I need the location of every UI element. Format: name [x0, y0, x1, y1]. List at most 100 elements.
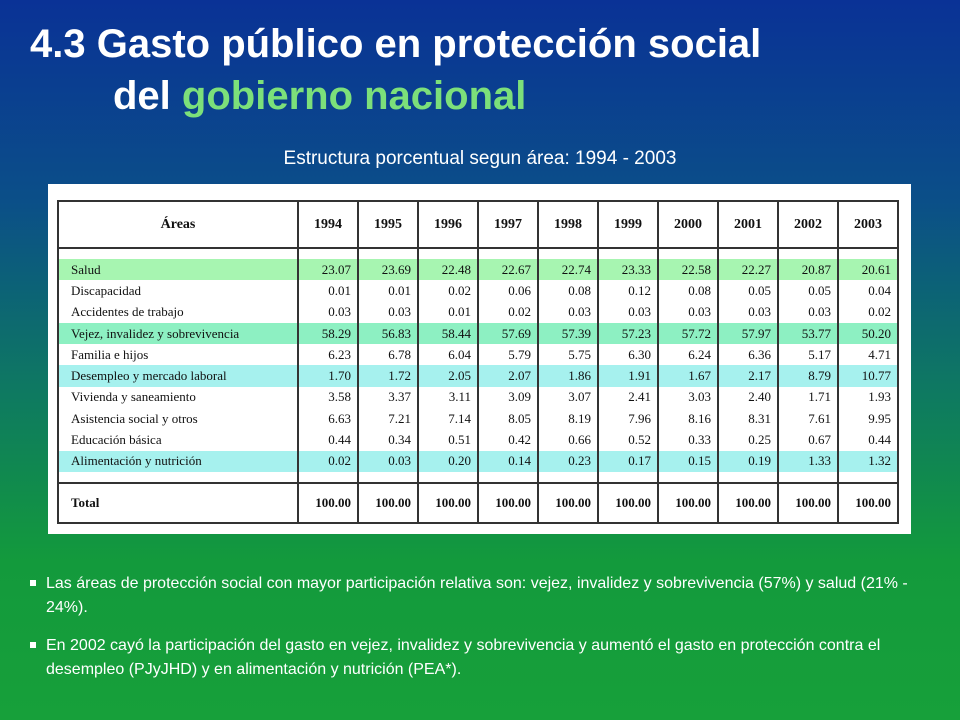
table-cell: 0.67 [777, 429, 839, 451]
table-cell: 6.23 [297, 344, 359, 366]
table-cell: 6.04 [417, 344, 479, 366]
spacer-cell [477, 471, 539, 483]
row-area-label: Alimentación y nutrición [57, 450, 299, 472]
table-cell: 2.40 [717, 386, 779, 409]
spacer-cell [717, 248, 779, 259]
row-area-label: Discapacidad [57, 280, 299, 302]
table-cell: 0.52 [597, 429, 659, 451]
bullet-item: En 2002 cayó la participación del gasto … [30, 634, 910, 682]
table-cell: 0.03 [357, 301, 419, 323]
bullet-item: Las áreas de protección social con mayor… [30, 572, 910, 620]
table-cell: 3.07 [537, 386, 599, 409]
spacer-cell [537, 248, 599, 259]
table-cell: 6.30 [597, 344, 659, 366]
bullet-square-icon [30, 580, 36, 586]
total-cell: 100.00 [357, 481, 419, 524]
spacer-cell [57, 471, 299, 483]
table-cell: 57.72 [657, 322, 719, 345]
table-cell: 1.71 [777, 386, 839, 409]
title-line-1: 4.3 Gasto público en protección social [30, 22, 762, 66]
table-cell: 56.83 [357, 322, 419, 345]
table-row: Asistencia social y otros 6.63 7.21 7.14 8.0… [57, 408, 899, 430]
table-cell: 23.07 [297, 259, 359, 281]
slide-title: 4.3 Gasto público en protección social d… [30, 18, 761, 122]
table-cell: 5.75 [537, 344, 599, 366]
table-header-row: Áreas 1994 1995 1996 1997 1998 1999 2000… [57, 200, 899, 249]
row-area-label: Educación básica [57, 429, 299, 451]
table-cell: 23.69 [357, 259, 419, 281]
spacer-cell [357, 471, 419, 483]
table-cell: 7.21 [357, 408, 419, 430]
column-header-year: 1996 [417, 200, 479, 249]
table-cell: 7.61 [777, 408, 839, 430]
total-cell: 100.00 [597, 481, 659, 524]
table-cell: 0.20 [417, 450, 479, 472]
spacer-cell [537, 471, 599, 483]
row-area-label: Vivienda y saneamiento [57, 386, 299, 409]
table-cell: 3.37 [357, 386, 419, 409]
table-body: Salud 23.07 23.69 22.48 22.67 22.74 23.33 22.58… [57, 248, 899, 483]
table-cell: 22.74 [537, 259, 599, 281]
table-cell: 1.70 [297, 365, 359, 387]
total-cell: 100.00 [297, 481, 359, 524]
table-cell: 20.61 [837, 259, 899, 281]
table-cell: 0.51 [417, 429, 479, 451]
table-cell: 0.03 [777, 301, 839, 323]
bullet-square-icon [30, 642, 36, 648]
table-cell: 3.11 [417, 386, 479, 409]
table-cell: 1.86 [537, 365, 599, 387]
table-cell: 0.03 [357, 450, 419, 472]
table-cell: 0.44 [837, 429, 899, 451]
table-cell: 3.09 [477, 386, 539, 409]
total-cell: 100.00 [537, 481, 599, 524]
table-cell: 1.67 [657, 365, 719, 387]
spacer-cell [57, 248, 299, 259]
table-cell: 0.03 [297, 301, 359, 323]
table-cell: 0.33 [657, 429, 719, 451]
table-cell: 58.29 [297, 322, 359, 345]
row-area-label: Asistencia social y otros [57, 408, 299, 430]
table-cell: 0.25 [717, 429, 779, 451]
column-header-year: 2001 [717, 200, 779, 249]
column-header-year: 1997 [477, 200, 539, 249]
column-header-year: 1994 [297, 200, 359, 249]
table-row: Desempleo y mercado laboral 1.70 1.72 2.05 2… [57, 365, 899, 387]
table-cell: 0.08 [657, 280, 719, 302]
bullet-list: Las áreas de protección social con mayor… [30, 572, 910, 696]
spacer-cell [297, 248, 359, 259]
total-cell: 100.00 [417, 481, 479, 524]
spacer-cell [297, 471, 359, 483]
table-cell: 3.58 [297, 386, 359, 409]
table-cell: 6.78 [357, 344, 419, 366]
table-cell: 0.23 [537, 450, 599, 472]
table-cell: 1.33 [777, 450, 839, 472]
table-cell: 6.36 [717, 344, 779, 366]
table-row: Accidentes de trabajo 0.03 0.03 0.01 0.02 0.0… [57, 301, 899, 323]
table-spacer-row [57, 248, 899, 259]
table-cell: 2.41 [597, 386, 659, 409]
table-cell: 0.34 [357, 429, 419, 451]
table-cell: 6.63 [297, 408, 359, 430]
table-cell: 0.03 [717, 301, 779, 323]
column-header-year: 1998 [537, 200, 599, 249]
table-cell: 8.19 [537, 408, 599, 430]
spacer-cell [837, 248, 899, 259]
table-row: Familia e hijos 6.23 6.78 6.04 5.79 5.75 6.30 6… [57, 344, 899, 366]
table-cell: 1.72 [357, 365, 419, 387]
table-cell: 0.05 [717, 280, 779, 302]
column-header-areas: Áreas [57, 200, 299, 249]
table-cell: 8.31 [717, 408, 779, 430]
table-cell: 1.91 [597, 365, 659, 387]
table-cell: 10.77 [837, 365, 899, 387]
table-cell: 0.03 [657, 301, 719, 323]
table-cell: 0.66 [537, 429, 599, 451]
spacer-cell [417, 471, 479, 483]
table-row: Alimentación y nutrición 0.02 0.03 0.20 0.14… [57, 450, 899, 472]
table-cell: 2.05 [417, 365, 479, 387]
row-area-label: Accidentes de trabajo [57, 301, 299, 323]
table-cell: 0.17 [597, 450, 659, 472]
table-cell: 57.39 [537, 322, 599, 345]
table-cell: 5.17 [777, 344, 839, 366]
table-cell: 23.33 [597, 259, 659, 281]
spacer-cell [837, 471, 899, 483]
